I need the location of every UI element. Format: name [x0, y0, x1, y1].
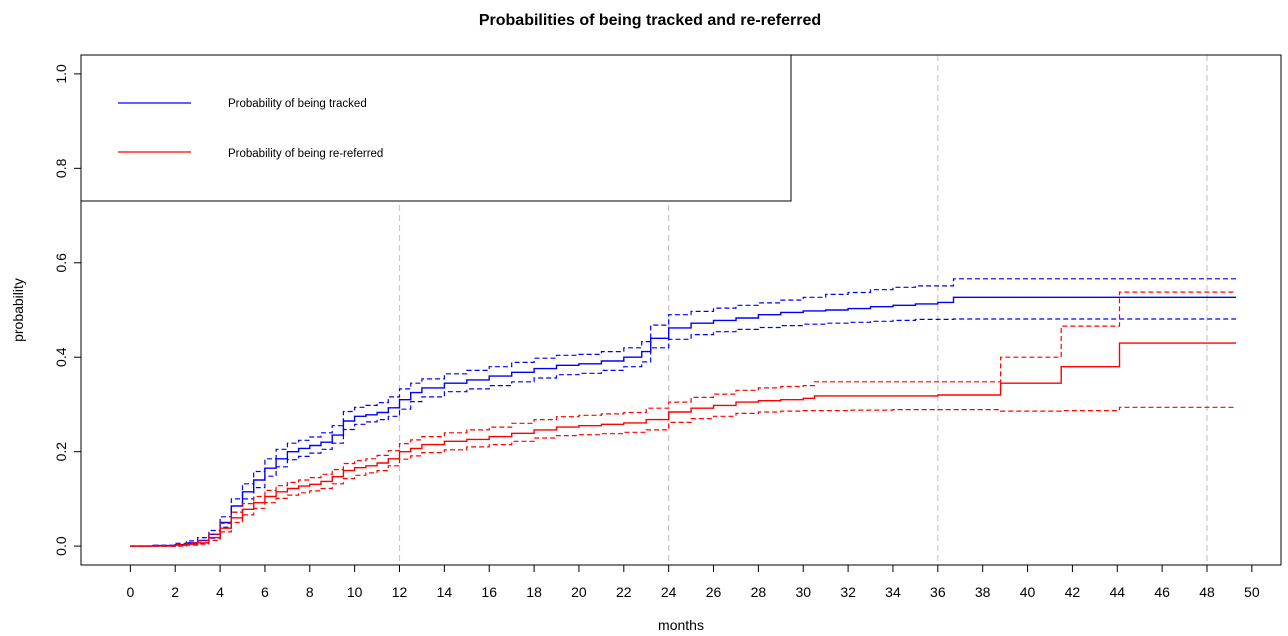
x-tick-label-16: 16: [481, 584, 497, 600]
x-axis-label: months: [658, 617, 704, 633]
x-tick-label-4: 4: [216, 584, 224, 600]
y-tick-label-0: 0.0: [53, 536, 69, 556]
x-tick-label-44: 44: [1109, 584, 1125, 600]
series-line-0: [130, 296, 1237, 547]
x-tick-label-28: 28: [751, 584, 767, 600]
y-tick-label-1: 0.2: [53, 442, 69, 462]
x-tick-label-46: 46: [1154, 584, 1170, 600]
x-tick-label-32: 32: [840, 584, 856, 600]
x-tick-label-40: 40: [1020, 584, 1036, 600]
x-axis: 0 2 4 6 8 10 12 14 16 18 20 22 24 26 28 30 32 34 36 38 40 42 4…: [126, 565, 1260, 600]
series-line-4: [130, 291, 1237, 547]
y-axis: 0.0 0.2 0.4 0.6 0.8 1.0: [53, 64, 81, 556]
x-tick-label-22: 22: [616, 584, 632, 600]
x-tick-label-10: 10: [347, 584, 363, 600]
x-tick-label-34: 34: [885, 584, 901, 600]
x-tick-label-24: 24: [661, 584, 677, 600]
y-tick-label-2: 0.4: [53, 347, 69, 367]
series-line-1: [130, 278, 1237, 547]
x-tick-label-26: 26: [706, 584, 722, 600]
x-tick-label-20: 20: [571, 584, 587, 600]
series-line-5: [130, 406, 1237, 547]
legend: Probability of being tracked Probability…: [80, 54, 792, 202]
legend-box: [80, 54, 792, 202]
x-tick-label-0: 0: [126, 584, 134, 600]
x-tick-label-50: 50: [1244, 584, 1260, 600]
x-tick-label-36: 36: [930, 584, 946, 600]
x-tick-label-48: 48: [1199, 584, 1215, 600]
x-tick-label-38: 38: [975, 584, 991, 600]
x-tick-label-8: 8: [306, 584, 314, 600]
y-axis-label: probability: [10, 278, 26, 342]
legend-label-re-referred: Probability of being re-referred: [228, 148, 383, 160]
x-tick-label-2: 2: [171, 584, 179, 600]
chart-title: Probabilities of being tracked and re-re…: [479, 12, 821, 29]
x-tick-label-14: 14: [437, 584, 453, 600]
y-tick-label-5: 1.0: [53, 64, 69, 84]
x-tick-label-12: 12: [392, 584, 408, 600]
series-line-3: [130, 342, 1237, 547]
x-tick-label-30: 30: [795, 584, 811, 600]
x-tick-label-18: 18: [526, 584, 542, 600]
y-tick-label-4: 0.8: [53, 158, 69, 178]
x-tick-label-6: 6: [261, 584, 269, 600]
x-tick-label-42: 42: [1065, 584, 1081, 600]
series-layer: [130, 278, 1237, 547]
legend-label-tracked: Probability of being tracked: [228, 98, 367, 110]
y-tick-label-3: 0.6: [53, 253, 69, 273]
series-line-2: [130, 318, 1237, 547]
